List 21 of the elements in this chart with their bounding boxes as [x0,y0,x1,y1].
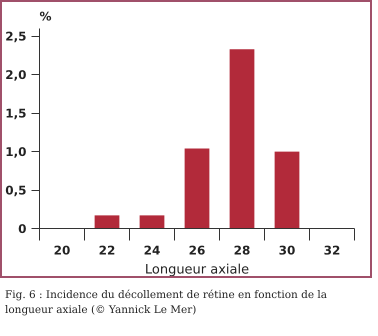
x-tick-label: 26 [188,244,206,258]
x-tick-label: 28 [234,244,250,258]
bar [274,152,300,228]
bar [230,49,254,228]
bar [184,148,210,228]
y-tick-label: 0 [18,222,27,236]
x-tick-label: 32 [324,244,340,258]
y-axis-title: % [40,10,52,24]
x-tick-label: 22 [98,244,116,258]
x-tick-label: 24 [144,244,160,258]
bar [140,215,164,228]
y-tick-label: 0,5 [5,184,27,198]
x-tick-label: 20 [54,244,70,258]
y-tick-label: 2,5 [5,30,27,44]
bar [94,215,120,228]
y-tick-label: 2,0 [5,68,27,82]
x-tick-label: 30 [278,244,296,258]
caption: Fig. 6 : Incidence du décollement de rétine en fonction de la longueur axiale (© Yannick Le Mer) [5,288,328,318]
x-axis-title: Longueur axiale [144,262,250,278]
y-tick-label: 1,5 [5,106,27,121]
y-tick-label: 1,0 [5,145,27,160]
